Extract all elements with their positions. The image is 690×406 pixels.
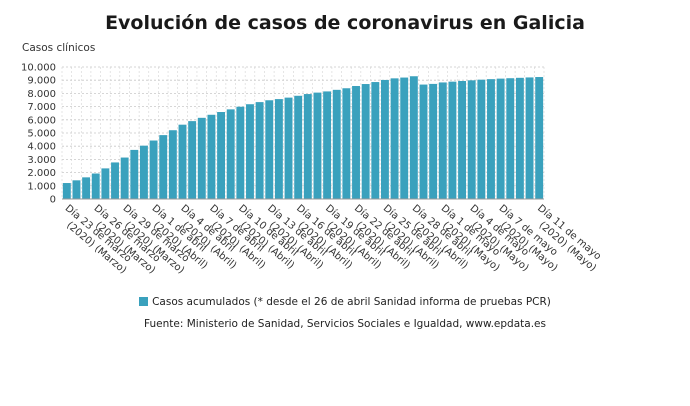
bar xyxy=(130,149,139,199)
bar xyxy=(467,80,476,199)
bar xyxy=(342,88,351,199)
bar xyxy=(226,109,235,199)
bar xyxy=(409,76,418,199)
bar xyxy=(438,82,447,199)
bar xyxy=(371,82,380,199)
bar xyxy=(294,95,303,199)
y-tick-label: 6.000 xyxy=(27,115,56,126)
y-tick-labels: 0 1.000 2.000 3.000 4.000 5.000 6.000 7.000 8.00… xyxy=(21,63,56,206)
bar xyxy=(506,78,515,199)
bar xyxy=(458,80,467,199)
legend-swatch xyxy=(139,297,149,306)
source-note: Fuente: Ministerio de Sanidad, Servicios… xyxy=(144,318,546,330)
bar xyxy=(188,121,197,199)
bar xyxy=(274,99,283,199)
bar xyxy=(197,117,206,199)
bar xyxy=(515,77,524,199)
y-tick-label: 5.000 xyxy=(27,129,56,140)
bar xyxy=(448,81,457,199)
bar xyxy=(255,102,264,199)
bar xyxy=(477,79,486,199)
bar xyxy=(217,112,226,199)
bar xyxy=(313,92,322,199)
y-tick-label: 0 xyxy=(50,195,56,206)
bar xyxy=(303,94,312,199)
y-tick-label: 7.000 xyxy=(27,102,56,113)
bar xyxy=(352,86,360,199)
bar xyxy=(120,157,129,199)
bar xyxy=(178,124,187,199)
bar xyxy=(139,145,148,199)
bar xyxy=(496,78,505,199)
bar xyxy=(207,114,216,199)
bar xyxy=(159,135,168,199)
bar xyxy=(62,183,71,199)
legend: Casos acumulados (* desde el 26 de abril… xyxy=(0,296,690,308)
bar xyxy=(265,100,274,199)
y-tick-label: 8.000 xyxy=(27,89,56,100)
bar xyxy=(400,77,409,199)
y-tick-label: 9.000 xyxy=(27,76,56,87)
legend-label: Casos acumulados (* desde el 26 de abril… xyxy=(152,296,551,308)
bar xyxy=(323,91,332,199)
bar xyxy=(419,84,428,199)
bar xyxy=(487,79,495,199)
bar xyxy=(168,130,177,199)
y-tick-label: 10.000 xyxy=(21,63,56,74)
bar xyxy=(246,104,254,199)
bar xyxy=(429,83,438,199)
y-tick-label: 3.000 xyxy=(27,155,56,166)
bar xyxy=(101,168,110,199)
bar xyxy=(525,77,534,199)
y-axis-label: Casos clínicos xyxy=(22,42,96,54)
bar xyxy=(91,173,100,199)
bars xyxy=(62,76,544,199)
bar xyxy=(284,97,293,199)
bar xyxy=(149,140,158,199)
y-tick-label: 1.000 xyxy=(27,181,56,192)
bar xyxy=(332,89,341,199)
bar-chart: 0 1.000 2.000 3.000 4.000 5.000 6.000 7.000 8.00… xyxy=(21,63,604,277)
y-tick-label: 2.000 xyxy=(27,168,56,179)
bar xyxy=(236,106,245,199)
x-tick-labels: Día 23 de marzo(2020) (Marzo)Día 26 de m… xyxy=(63,202,604,276)
bar xyxy=(111,162,119,199)
bar xyxy=(380,79,389,199)
chart-title: Evolución de casos de coronavirus en Gal… xyxy=(105,12,585,34)
bar xyxy=(535,77,544,199)
y-tick-label: 4.000 xyxy=(27,142,56,153)
bar xyxy=(82,177,91,199)
bar xyxy=(361,84,370,199)
bar xyxy=(390,78,399,199)
bar xyxy=(72,180,81,199)
